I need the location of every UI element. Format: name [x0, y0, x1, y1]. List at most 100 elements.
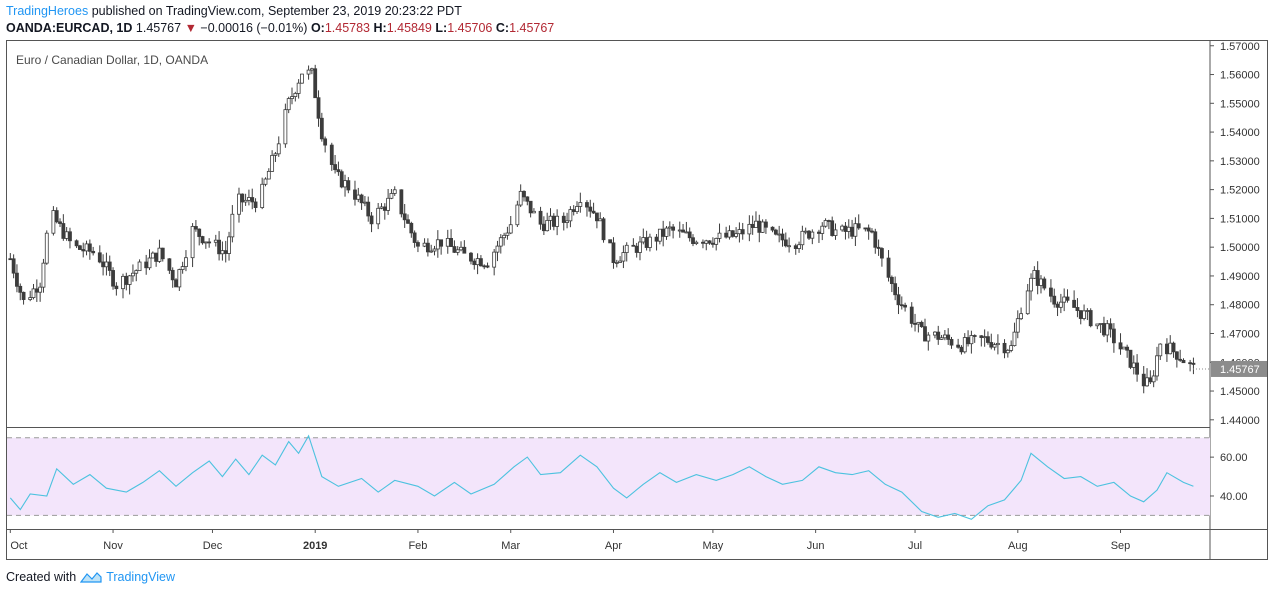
symbol-label: OANDA:EURCAD, 1D: [6, 21, 133, 35]
price-tick-label: 1.53000: [1220, 156, 1260, 168]
candle-body: [687, 231, 692, 239]
candle-body: [916, 321, 921, 325]
candle-body: [502, 234, 507, 239]
candle-body: [870, 230, 874, 233]
candle-body: [505, 232, 510, 236]
candle-body: [889, 276, 894, 285]
candle-body: [747, 223, 752, 235]
chart-frame: [6, 40, 1268, 560]
candle-body: [270, 154, 275, 172]
candle-body: [174, 279, 178, 288]
candle-body: [850, 226, 854, 237]
candle-body: [710, 242, 715, 245]
candle-body: [266, 170, 271, 180]
time-tick-label: Jun: [807, 540, 825, 552]
tradingview-brand[interactable]: TradingView: [106, 570, 175, 584]
candle-body: [194, 226, 198, 230]
candle-body: [833, 229, 838, 236]
high-value: 1.45849: [386, 21, 432, 35]
candle-body: [903, 304, 908, 308]
candle-body: [1052, 295, 1057, 305]
time-tick-label: Aug: [1008, 540, 1028, 552]
candle-body: [734, 233, 738, 237]
candle-body: [160, 247, 165, 260]
candle-body: [41, 262, 46, 288]
down-arrow-icon: ▼: [184, 21, 197, 35]
candle-body: [730, 230, 735, 237]
candle-body: [893, 283, 898, 296]
candle-body: [783, 239, 788, 247]
candle-body: [217, 239, 221, 255]
candle-body: [1188, 362, 1193, 365]
candle-body: [585, 202, 589, 208]
candle-body: [319, 117, 324, 140]
created-with-text: Created with: [6, 570, 77, 584]
candle-body: [51, 210, 56, 234]
candle-body: [333, 164, 337, 171]
candle-body: [389, 193, 394, 199]
price-tick-label: 1.56000: [1220, 70, 1260, 82]
candle-body: [787, 245, 792, 248]
candle-body: [1108, 323, 1113, 330]
candle-body: [1111, 328, 1116, 344]
candle-body: [28, 297, 33, 300]
candle-body: [306, 69, 311, 75]
candle-body: [137, 261, 142, 272]
candle-body: [253, 201, 258, 208]
candle-body: [323, 138, 328, 146]
candle-body: [846, 226, 851, 232]
candle-body: [290, 96, 294, 99]
time-tick-label: Oct: [10, 540, 27, 552]
candle-body: [1085, 310, 1090, 312]
rsi-tick-label: 60.00: [1220, 452, 1248, 464]
candle-body: [1039, 278, 1043, 286]
candle-body: [704, 240, 709, 244]
candle-body: [34, 288, 39, 293]
candle-body: [276, 143, 281, 155]
candle-body: [1098, 323, 1103, 325]
candle-body: [946, 334, 951, 340]
candle-body: [856, 223, 861, 229]
candle-body: [167, 258, 172, 271]
candle-body: [1025, 290, 1030, 315]
candle-body: [1121, 346, 1126, 350]
candle-body: [667, 226, 672, 229]
candle-body: [1088, 310, 1093, 327]
candle-body: [366, 201, 371, 217]
candle-body: [439, 239, 444, 247]
candle-body: [641, 237, 646, 243]
candle-body: [38, 286, 43, 293]
candle-body: [1128, 349, 1133, 368]
candle-body: [1151, 375, 1156, 383]
chart-area[interactable]: 1.440001.450001.460001.470001.480001.490…: [6, 40, 1268, 561]
candle-body: [936, 331, 941, 340]
candle-body: [1125, 346, 1130, 351]
candle-body: [1131, 362, 1136, 368]
candle-body: [293, 93, 298, 97]
candle-body: [634, 245, 639, 253]
candle-body: [750, 223, 755, 228]
candle-body: [359, 194, 364, 204]
candle-body: [919, 321, 924, 328]
candle-body: [777, 233, 782, 236]
candle-body: [127, 275, 132, 285]
author-link[interactable]: TradingHeroes: [6, 4, 89, 18]
candle-body: [237, 193, 241, 215]
time-tick-label: Nov: [103, 540, 123, 552]
candle-body: [1168, 342, 1173, 355]
price-tick-label: 1.48000: [1220, 300, 1260, 312]
candle-body: [598, 218, 603, 222]
price-tick-label: 1.50000: [1220, 242, 1260, 254]
candle-body: [313, 68, 318, 99]
time-tick-label: Feb: [408, 540, 427, 552]
candle-body: [64, 231, 69, 239]
candle-body: [754, 220, 758, 228]
candle-body: [472, 260, 477, 266]
candle-body: [200, 236, 205, 244]
candle-body: [1155, 355, 1159, 377]
candle-body: [316, 97, 321, 119]
chart-svg[interactable]: 1.440001.450001.460001.470001.480001.490…: [6, 40, 1268, 561]
price-tick-label: 1.45000: [1220, 386, 1260, 398]
candle-body: [707, 240, 712, 244]
candle-body: [154, 252, 159, 262]
